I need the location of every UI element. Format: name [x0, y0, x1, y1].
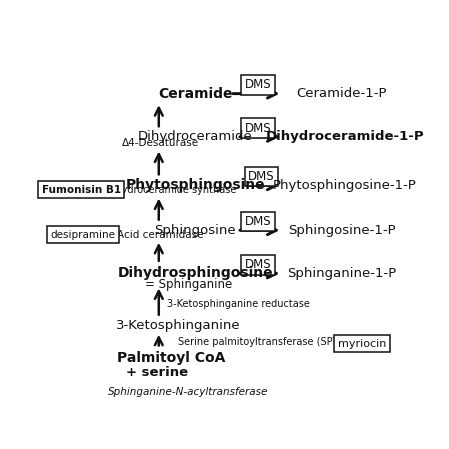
Text: DMS: DMS — [245, 79, 271, 92]
Text: Ceramide-1-P: Ceramide-1-P — [296, 87, 387, 100]
Text: 3-Ketosphinganine reductase: 3-Ketosphinganine reductase — [167, 299, 310, 309]
Text: Sphingosine-1-P: Sphingosine-1-P — [288, 224, 395, 237]
Text: Sphinganine-1-P: Sphinganine-1-P — [287, 267, 396, 280]
Text: + serine: + serine — [126, 366, 188, 379]
Text: Acid ceramidase: Acid ceramidase — [117, 230, 203, 240]
Text: desipramine: desipramine — [51, 230, 116, 240]
Text: Sphinganine-Ν-acyltransferase: Sphinganine-Ν-acyltransferase — [108, 387, 269, 397]
Text: Dihydrosphingosine: Dihydrosphingosine — [118, 266, 273, 281]
Text: Fumonisin B1: Fumonisin B1 — [42, 185, 121, 195]
Text: DMS: DMS — [245, 258, 271, 271]
Text: DMS: DMS — [245, 215, 271, 228]
Text: Phytosphingosine: Phytosphingosine — [126, 178, 265, 192]
Text: myriocin: myriocin — [338, 339, 387, 348]
Text: Phytosphingosine-1-P: Phytosphingosine-1-P — [273, 179, 417, 192]
Text: Sphingosine: Sphingosine — [154, 224, 236, 237]
Text: DMS: DMS — [248, 170, 275, 183]
Text: Dihydroceramide-1-P: Dihydroceramide-1-P — [266, 130, 424, 143]
Text: 3-Ketosphinganine: 3-Ketosphinganine — [115, 319, 240, 332]
Text: Δ4-Desaturase: Δ4-Desaturase — [122, 138, 198, 148]
Text: = Sphinganine: = Sphinganine — [145, 278, 232, 291]
Text: DMS: DMS — [245, 122, 271, 135]
Text: Palmitoyl CoA: Palmitoyl CoA — [117, 351, 225, 365]
Text: Serine palmitoyltransferase (SPT): Serine palmitoyltransferase (SPT) — [178, 337, 342, 347]
Text: Ceramide: Ceramide — [158, 87, 233, 101]
Text: Dihydroceramide: Dihydroceramide — [138, 130, 253, 143]
Text: Dihydroceramide synthase: Dihydroceramide synthase — [105, 185, 236, 195]
